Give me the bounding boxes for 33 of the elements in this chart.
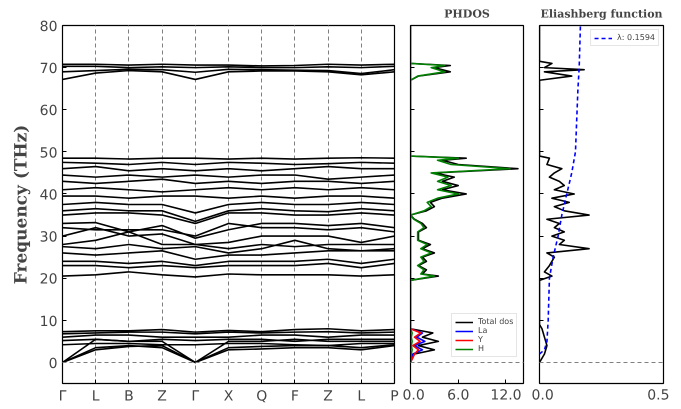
legend-label: Total dos [478,317,514,326]
x-tick-label: 0.5 [647,388,670,404]
legend-label: λ: 0.1594 [617,33,655,42]
x-tick-label: P [390,388,399,404]
x-tick-label: 0.0 [532,388,554,404]
x-tick-label: Q [256,388,268,404]
legend-label: La [478,326,488,335]
y-tick-label: 60 [40,103,58,120]
legend-label: Y [478,335,484,344]
y-tick-label: 10 [40,314,58,330]
y-axis-title: Frequency (THz) [12,124,32,284]
x-tick-label: Z [157,388,167,404]
x-tick-label: X [224,388,234,404]
x-tick-label: 6.0 [447,388,470,404]
x-tick-label: Γ [58,388,67,404]
x-tick-label: L [357,388,366,404]
legend-label: H [478,344,486,353]
y-tick-label: 30 [40,230,58,246]
x-tick-label: Z [323,388,333,404]
x-tick-label: 12.0 [490,388,522,404]
y-tick-label: 80 [40,19,58,35]
y-tick-label: 20 [40,272,58,288]
chart-title: Eliashberg function [540,8,663,20]
x-tick-label: F [290,388,299,404]
x-tick-label: L [92,388,100,404]
x-tick-label: B [124,388,134,404]
y-tick-label: 70 [40,61,58,78]
x-tick-label: 0.0 [402,388,425,404]
chart-title: PHDOS [444,8,490,20]
y-tick-label: 40 [40,187,58,204]
x-tick-label: Γ [191,388,200,404]
y-tick-label: 0 [48,356,58,372]
y-tick-label: 50 [40,145,58,162]
